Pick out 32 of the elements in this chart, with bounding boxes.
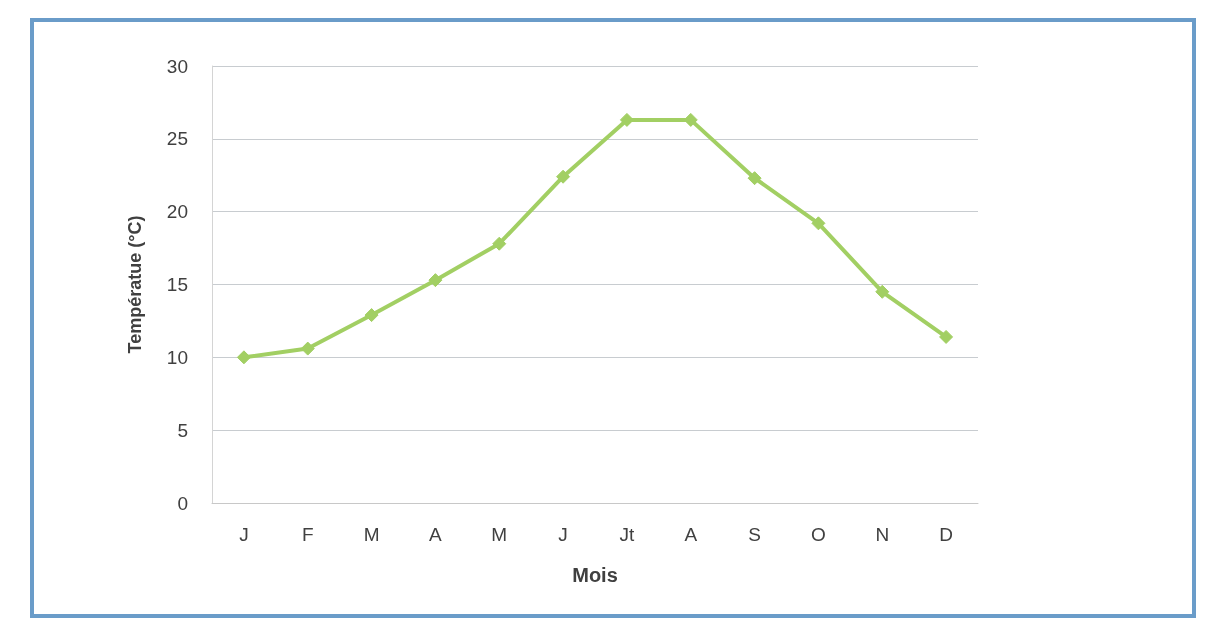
- x-tick-label: F: [301, 524, 314, 545]
- x-tick-label: M: [491, 524, 508, 545]
- x-tick-label: J: [558, 524, 568, 545]
- y-tick-label: 25: [166, 128, 188, 150]
- x-tick-label: D: [939, 524, 953, 545]
- point: [556, 169, 571, 184]
- x-tick-label: A: [684, 524, 698, 545]
- point: [492, 236, 507, 251]
- y-tick-label: 5: [177, 419, 188, 441]
- y-tick-label: 15: [166, 274, 188, 295]
- x-tick-label: O: [811, 524, 826, 545]
- point: [428, 273, 443, 288]
- point: [747, 171, 762, 186]
- point: [236, 350, 251, 365]
- x-axis-title: Mois: [572, 564, 618, 586]
- point: [619, 112, 634, 127]
- point: [875, 284, 890, 299]
- x-tick-label: J: [239, 524, 249, 545]
- point: [300, 341, 315, 356]
- point: [811, 216, 826, 231]
- x-tick-label: N: [875, 524, 890, 545]
- y-tick-label: 10: [166, 346, 188, 368]
- y-tick-label: 30: [166, 55, 188, 77]
- x-tick-label: M: [363, 524, 380, 545]
- x-tick-label: Jt: [619, 524, 636, 545]
- point: [939, 329, 954, 344]
- point: [364, 308, 379, 323]
- x-tick-label: A: [429, 524, 443, 545]
- y-tick-label: 20: [166, 201, 188, 223]
- y-axis-title: Températue (°C): [125, 215, 145, 354]
- y-tick-label: 0: [177, 492, 188, 514]
- x-tick-label: S: [748, 524, 761, 545]
